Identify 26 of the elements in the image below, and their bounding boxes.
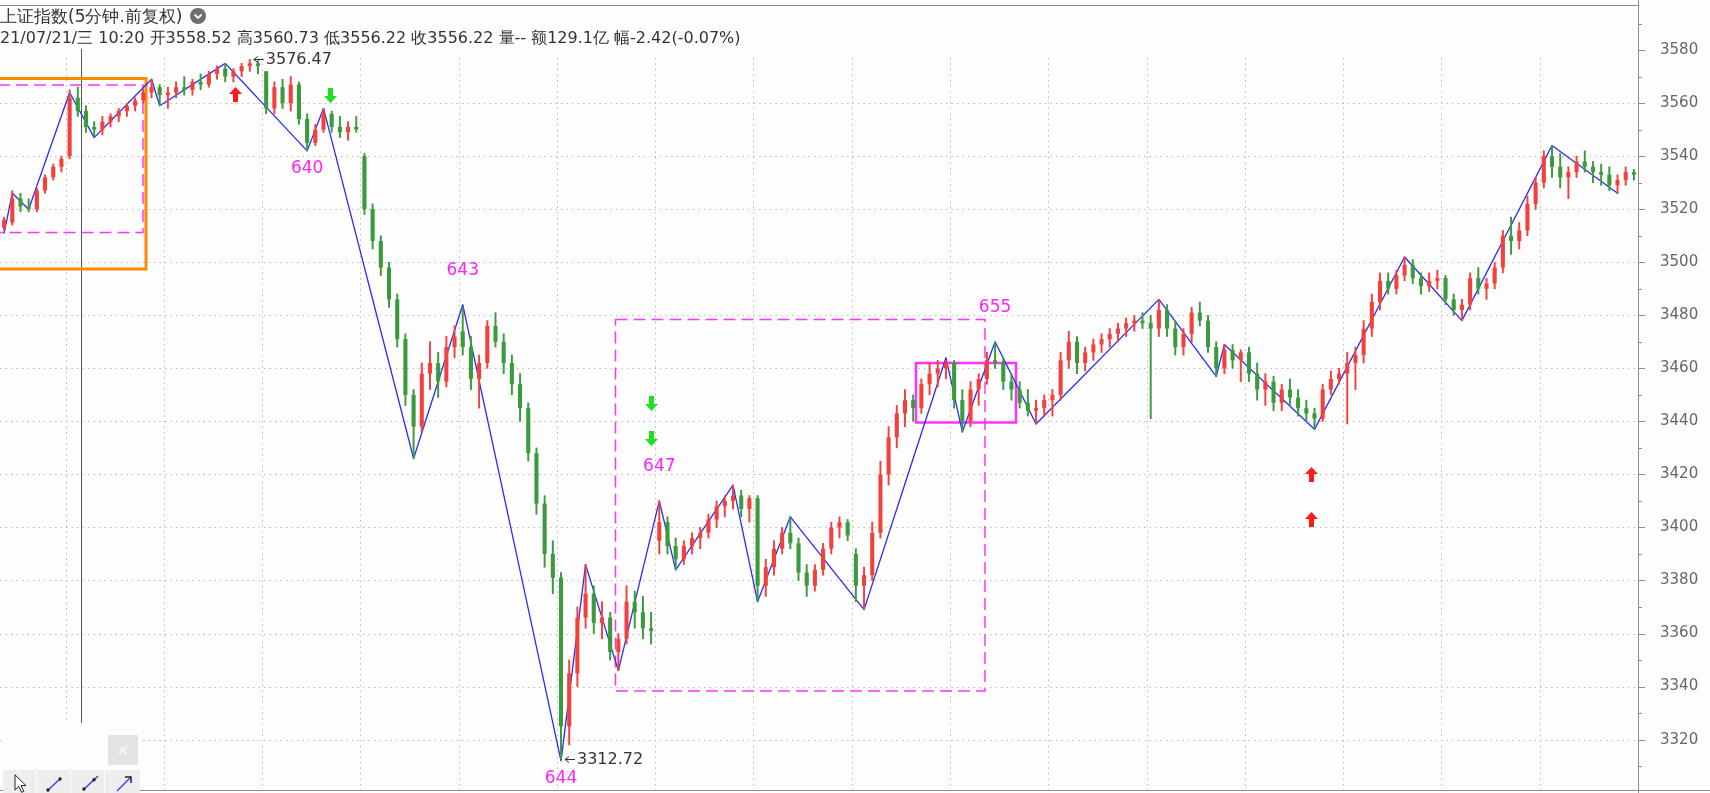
- text: 3576.47: [265, 48, 332, 68]
- annotation: 643: [446, 258, 479, 279]
- y-tick-label: 3380: [1660, 570, 1699, 589]
- candlestick: [649, 611, 654, 645]
- y-tick-label: 3560: [1660, 93, 1699, 112]
- y-tick-label: 3480: [1660, 305, 1699, 324]
- y-tick-label: 3340: [1660, 676, 1699, 695]
- y-tick-label: 3460: [1660, 358, 1699, 377]
- annotation: 640: [290, 156, 324, 177]
- annotation: 644: [544, 766, 578, 787]
- y-tick-label: 3400: [1660, 517, 1699, 536]
- text: 3312.72: [577, 748, 644, 768]
- y-tick-label: 3420: [1660, 464, 1699, 483]
- annotation: 655: [978, 295, 1012, 316]
- text: 21/07/21/三 10:20 开3558.52 高3560.73 低3556.22 收3556.22 量-- 额129.1亿 幅-2.42(-0.07%): [0, 28, 741, 47]
- y-tick-label: 3440: [1660, 411, 1699, 430]
- y-tick-label: 3540: [1660, 146, 1699, 165]
- y-tick-label: 3500: [1660, 252, 1699, 271]
- y-tick-label: 3320: [1660, 729, 1699, 748]
- annotation: 647: [643, 454, 676, 475]
- y-tick-label: 3520: [1660, 199, 1699, 218]
- candlestick: [993, 341, 998, 369]
- y-tick-label: 3360: [1660, 623, 1699, 642]
- candlestick: [1148, 314, 1153, 420]
- y-tick-label: 3580: [1660, 39, 1699, 58]
- chart-title: 上证指数(5分钟.前复权): [0, 6, 183, 26]
